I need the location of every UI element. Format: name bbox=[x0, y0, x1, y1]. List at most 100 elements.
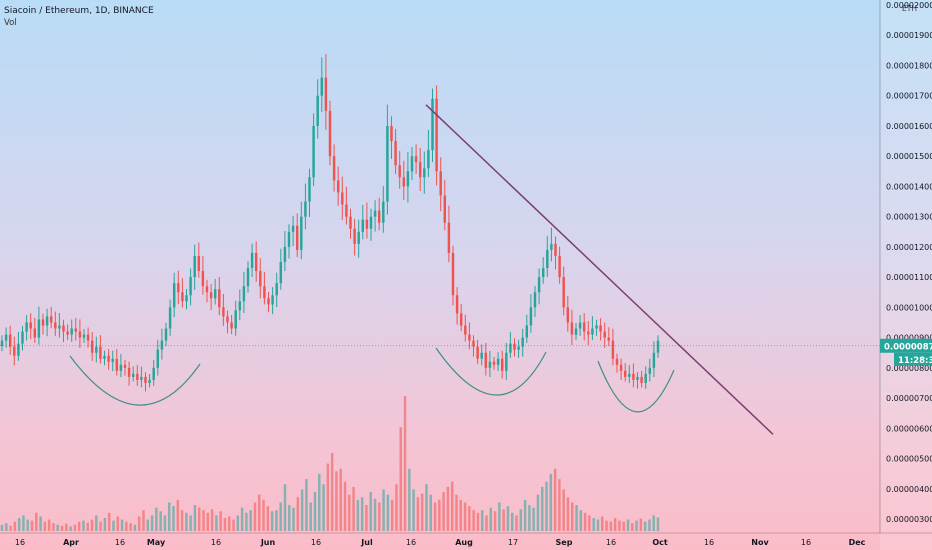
volume-bar bbox=[648, 519, 651, 531]
volume-bar bbox=[219, 511, 222, 531]
candle-body bbox=[386, 125, 389, 202]
candle-body bbox=[509, 343, 512, 353]
volume-bar bbox=[99, 521, 102, 531]
candle-body bbox=[619, 364, 623, 371]
candle-body bbox=[423, 168, 426, 178]
candle-body bbox=[172, 283, 176, 308]
candle-body bbox=[632, 373, 635, 380]
candle-body bbox=[644, 373, 647, 383]
volume-bar bbox=[176, 499, 180, 531]
candle-body bbox=[37, 319, 41, 338]
volume-bar bbox=[420, 493, 424, 531]
candle-body bbox=[324, 77, 328, 111]
y-tick-label: 0.00001700 bbox=[886, 92, 932, 101]
candle-body bbox=[414, 156, 418, 163]
candle-body bbox=[74, 328, 78, 332]
volume-bar bbox=[618, 520, 621, 531]
candle-body bbox=[435, 98, 438, 172]
chart-header: Siacoin / Ethereum, 1D, BINANCE Vol bbox=[4, 5, 154, 29]
candle-body bbox=[611, 340, 615, 359]
candle-body bbox=[263, 286, 266, 299]
volume-bar bbox=[236, 515, 240, 531]
candle-body bbox=[164, 328, 168, 341]
candle-body bbox=[336, 180, 340, 193]
candle-body bbox=[62, 325, 65, 332]
volume-bar bbox=[240, 507, 244, 531]
candle-body bbox=[238, 301, 242, 311]
x-tick-label: 16 bbox=[15, 538, 25, 547]
volume-bar bbox=[446, 486, 450, 531]
candle-body bbox=[353, 228, 356, 244]
x-tick-label: Nov bbox=[751, 538, 769, 547]
volume-bar bbox=[270, 511, 274, 531]
candle-body bbox=[587, 331, 590, 335]
candle-body bbox=[316, 95, 319, 126]
candle-body bbox=[525, 325, 529, 338]
arc-bottom-2 bbox=[435, 347, 547, 396]
volume-bar bbox=[635, 520, 638, 531]
volume-bar bbox=[493, 511, 497, 531]
volume-bar bbox=[378, 502, 381, 531]
volume-bar bbox=[197, 507, 201, 531]
candle-body bbox=[45, 316, 49, 326]
y-tick-label: 0.00000400 bbox=[886, 485, 932, 494]
volume-bar bbox=[348, 494, 351, 531]
volume-bar bbox=[22, 515, 25, 531]
volume-bar bbox=[575, 505, 578, 531]
volume-bar bbox=[365, 505, 368, 531]
volume-bar bbox=[442, 492, 445, 531]
volume-bar bbox=[288, 505, 291, 531]
candle-body bbox=[377, 210, 381, 223]
volume-bar bbox=[395, 484, 398, 531]
volume-bar bbox=[163, 515, 167, 531]
candle-body bbox=[468, 334, 471, 341]
candle-body bbox=[554, 243, 557, 256]
candle-body bbox=[623, 370, 627, 377]
volume-bar bbox=[262, 499, 265, 531]
candle-body bbox=[259, 271, 262, 287]
y-tick-label: 0.00000700 bbox=[886, 394, 932, 403]
y-tick-label: 0.00000900 bbox=[886, 334, 932, 343]
volume-bar bbox=[532, 507, 535, 531]
candle-body bbox=[529, 307, 533, 326]
volume-bar bbox=[626, 519, 630, 531]
volume-bar bbox=[69, 526, 72, 531]
candle-body bbox=[476, 346, 479, 359]
volume-bar bbox=[56, 524, 59, 531]
volume-bar bbox=[566, 497, 570, 531]
volume-bar bbox=[592, 518, 595, 531]
x-tick-label: May bbox=[147, 538, 166, 547]
volume-bar bbox=[65, 523, 68, 531]
candle-body bbox=[496, 358, 500, 365]
candle-body bbox=[119, 364, 123, 371]
volume-bar bbox=[403, 396, 407, 531]
candle-body bbox=[168, 307, 172, 329]
candle-body bbox=[308, 177, 311, 202]
candle-body bbox=[513, 343, 516, 350]
y-tick-label: 0.00001300 bbox=[886, 213, 932, 222]
volume-bar bbox=[605, 520, 608, 531]
candle-body bbox=[230, 322, 233, 329]
y-tick-label: 0.00001100 bbox=[886, 273, 932, 282]
candle-body bbox=[398, 165, 401, 178]
candle-body bbox=[328, 110, 332, 157]
volume-bar bbox=[369, 492, 372, 531]
price-badges: 0.00000873 11:28:37 bbox=[880, 338, 932, 366]
candle-body bbox=[300, 216, 303, 250]
volume-bar bbox=[390, 499, 394, 531]
candle-body bbox=[54, 322, 57, 329]
volume-bar bbox=[562, 489, 565, 531]
volume-bar bbox=[206, 512, 210, 531]
candle-body bbox=[345, 204, 348, 217]
candle-body bbox=[295, 225, 299, 250]
candle-body bbox=[148, 379, 151, 383]
y-tick-label: 0.00001600 bbox=[886, 122, 932, 131]
y-axis-background bbox=[880, 0, 932, 550]
candle-body bbox=[652, 352, 656, 368]
candle-body bbox=[443, 195, 447, 223]
candle-body bbox=[451, 252, 455, 296]
volume-bar bbox=[541, 486, 544, 531]
candle-body bbox=[558, 255, 561, 278]
candle-body bbox=[615, 358, 619, 365]
